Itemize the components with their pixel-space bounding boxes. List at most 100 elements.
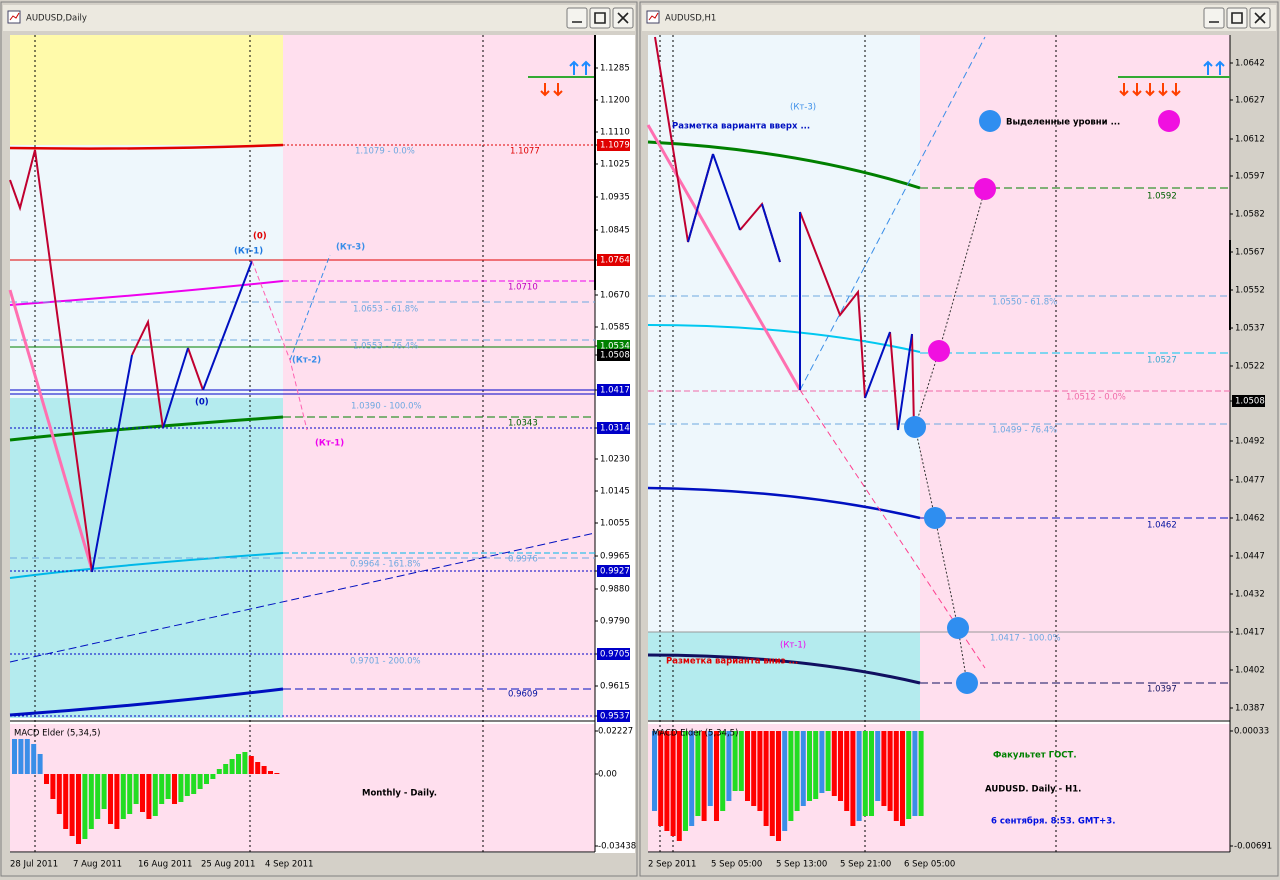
macd-bar	[88, 774, 94, 829]
level-label: 1.0550 - 61.8%	[992, 298, 1057, 308]
date-label: 16 Aug 2011	[138, 860, 192, 870]
price-box	[597, 710, 630, 722]
macd-bar	[918, 731, 924, 816]
macd-bar	[184, 774, 190, 796]
price-box	[597, 565, 630, 577]
macd-bar	[223, 764, 229, 774]
price-label: 0.9880	[600, 585, 630, 595]
price-label: 1.0387	[1235, 704, 1265, 714]
date-label: 7 Aug 2011	[73, 860, 122, 870]
price-box	[597, 422, 630, 434]
macd-bar	[197, 774, 203, 789]
macd-histogram	[12, 731, 924, 844]
price-box	[597, 648, 630, 660]
level-label: 1.0527	[1147, 356, 1177, 366]
macd-bar	[12, 739, 17, 774]
annotation: Разметка варианта вверх ...	[672, 122, 810, 132]
price-label: 1.0552	[1235, 286, 1265, 296]
price-box	[1232, 395, 1265, 407]
annotation: (Кт-1)	[780, 641, 806, 651]
macd-bar	[261, 766, 267, 774]
price-label: 1.0612	[1235, 135, 1265, 145]
macd-bar	[50, 774, 56, 799]
price-label: 1.0642	[1235, 59, 1265, 69]
price-label: 1.0627	[1235, 96, 1265, 106]
price-box	[597, 139, 630, 151]
macd-bar	[726, 731, 732, 801]
macd-bar	[794, 731, 800, 811]
price-label: 1.0935	[600, 193, 630, 203]
macd-bar	[707, 731, 713, 806]
caption: AUDUSD. Daily - H1.	[985, 785, 1081, 795]
macd-bar	[844, 731, 850, 811]
macd-axis-label: -0.03438	[598, 842, 636, 852]
macd-bar	[24, 739, 30, 774]
macd-bar	[140, 774, 145, 812]
price-label: 1.0447	[1235, 552, 1265, 562]
price-label: 1.0537	[1235, 324, 1265, 334]
macd-axis-label: 0.02227	[598, 727, 633, 737]
macd-bar	[856, 731, 862, 821]
level-label: 1.0397	[1147, 685, 1177, 695]
price-label: 1.1200	[600, 96, 630, 106]
macd-bar	[37, 754, 43, 774]
price-label: 1.0402	[1235, 666, 1265, 676]
price-label: 0.9927	[600, 567, 630, 577]
macd-bar	[875, 731, 881, 801]
macd-bar	[788, 731, 794, 821]
macd-bar	[782, 731, 788, 831]
price-label: 1.0567	[1235, 248, 1265, 258]
macd-bar	[695, 731, 701, 816]
annotation: Разметка варианта вниз ...	[666, 657, 798, 667]
date-label: 2 Sep 2011	[648, 860, 696, 870]
annotation: (0)	[195, 398, 209, 408]
price-label: 1.0314	[600, 424, 630, 434]
macd-bar	[720, 731, 726, 811]
date-label: 28 Jul 2011	[10, 860, 58, 870]
macd-bar	[900, 731, 905, 826]
macd-bar	[18, 739, 24, 774]
price-label: 0.9705	[600, 650, 630, 660]
level-label: 0.9964 - 161.8%	[350, 560, 421, 570]
window-frame-right	[639, 1, 1279, 877]
macd-bar	[825, 731, 831, 791]
price-label: 1.0432	[1235, 590, 1265, 600]
macd-bar	[751, 731, 757, 806]
price-box	[597, 349, 630, 361]
level-label: 1.1079 - 0.0%	[355, 147, 415, 157]
macd-bar	[44, 774, 49, 784]
macd-label: MACD Elder (5,34,5)	[14, 729, 100, 739]
level-label: 1.0592	[1147, 192, 1177, 202]
macd-bar	[178, 774, 184, 802]
price-label: 1.0055	[600, 519, 630, 529]
macd-bar	[236, 754, 241, 774]
macd-bar	[204, 774, 209, 784]
macd-bar	[689, 731, 695, 826]
macd-bar	[769, 731, 775, 836]
macd-bar	[69, 774, 75, 836]
price-label: 1.1079	[600, 141, 630, 151]
macd-bar	[95, 774, 101, 819]
macd-bar	[776, 731, 781, 841]
macd-bar	[838, 731, 843, 801]
date-label: 25 Aug 2011	[201, 860, 255, 870]
price-box	[597, 254, 630, 266]
macd-bar	[210, 774, 216, 779]
macd-bar	[652, 731, 657, 811]
macd-bar	[101, 774, 107, 809]
macd-bar	[850, 731, 856, 826]
macd-bar	[133, 774, 139, 804]
macd-bar	[229, 759, 235, 774]
annotation: (Кт-2)	[292, 356, 321, 366]
price-label: 1.1025	[600, 160, 630, 170]
price-label: 1.0585	[600, 323, 630, 333]
annotation: (Кт-1)	[234, 247, 263, 257]
macd-bar	[862, 731, 868, 816]
price-label: 1.0508	[600, 351, 630, 361]
macd-bar	[56, 774, 62, 814]
level-label: 1.1077	[510, 147, 540, 157]
price-label: 1.0764	[600, 256, 630, 266]
macd-bar	[76, 774, 81, 844]
annotation: (Кт-3)	[336, 243, 365, 253]
date-label: 5 Sep 21:00	[840, 860, 891, 870]
